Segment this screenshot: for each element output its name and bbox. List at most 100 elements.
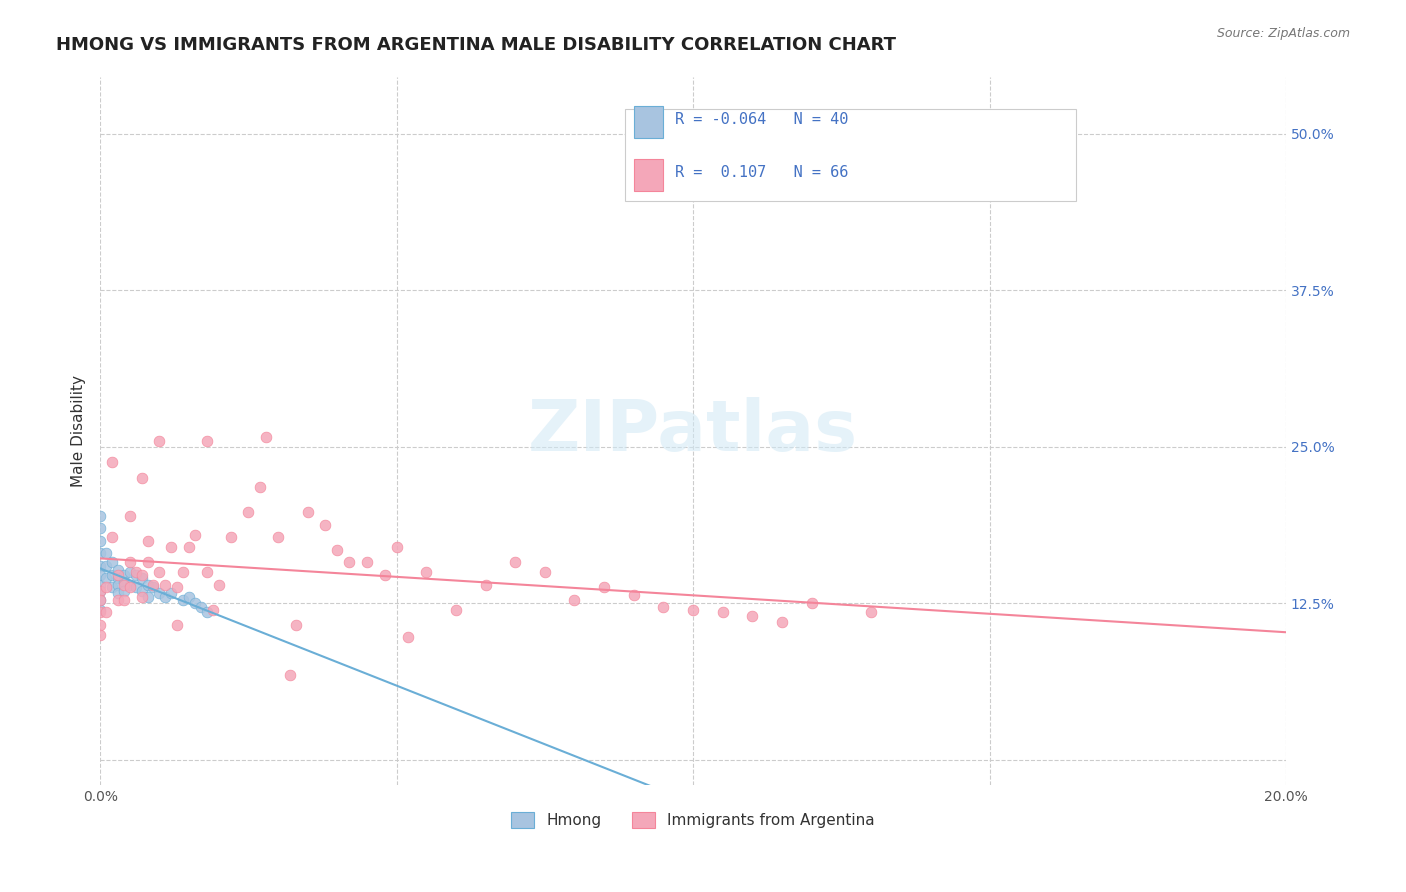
Point	[398, 630, 420, 644]
Point	[107, 563, 129, 577]
Point	[94, 546, 117, 560]
Point	[155, 577, 177, 591]
Point	[177, 591, 200, 605]
Point	[172, 565, 194, 579]
Point	[101, 455, 124, 469]
Point	[136, 533, 159, 548]
Point	[155, 591, 177, 605]
Point	[254, 430, 277, 444]
Point	[118, 580, 141, 594]
Point	[356, 555, 378, 569]
Point	[238, 505, 260, 519]
Point	[160, 540, 183, 554]
Point	[166, 580, 188, 594]
Point	[374, 567, 396, 582]
Point	[770, 615, 793, 630]
Point	[118, 555, 141, 569]
Point	[89, 605, 111, 619]
Point	[101, 530, 124, 544]
Point	[682, 603, 704, 617]
Point	[131, 471, 153, 485]
Point	[89, 617, 111, 632]
Point	[859, 605, 882, 619]
Point	[107, 592, 129, 607]
Point	[89, 584, 111, 599]
Point	[125, 580, 148, 594]
Text: R =  0.107   N = 66: R = 0.107 N = 66	[675, 166, 849, 180]
Point	[112, 584, 135, 599]
FancyBboxPatch shape	[626, 110, 1076, 202]
Point	[118, 577, 141, 591]
Point	[184, 527, 207, 541]
FancyBboxPatch shape	[634, 106, 664, 137]
Point	[94, 580, 117, 594]
Point	[184, 597, 207, 611]
Point	[415, 565, 437, 579]
Point	[101, 567, 124, 582]
Point	[208, 577, 231, 591]
Point	[112, 567, 135, 582]
Point	[89, 628, 111, 642]
Point	[136, 577, 159, 591]
Point	[125, 567, 148, 582]
Point	[385, 540, 408, 554]
Text: HMONG VS IMMIGRANTS FROM ARGENTINA MALE DISABILITY CORRELATION CHART: HMONG VS IMMIGRANTS FROM ARGENTINA MALE …	[56, 36, 896, 54]
Point	[131, 591, 153, 605]
Point	[131, 584, 153, 599]
Point	[131, 571, 153, 585]
Point	[142, 580, 165, 594]
Point	[101, 580, 124, 594]
Point	[297, 505, 319, 519]
Point	[148, 434, 170, 448]
Point	[177, 540, 200, 554]
Point	[94, 571, 117, 585]
Point	[107, 571, 129, 585]
Point	[112, 575, 135, 590]
Point	[800, 597, 823, 611]
Point	[474, 577, 496, 591]
Point	[249, 480, 271, 494]
Point	[148, 586, 170, 600]
Point	[112, 592, 135, 607]
Point	[503, 555, 526, 569]
Point	[89, 546, 111, 560]
Point	[89, 567, 111, 582]
Point	[118, 565, 141, 579]
Point	[444, 603, 467, 617]
Point	[711, 605, 734, 619]
Point	[142, 577, 165, 591]
Point	[118, 508, 141, 523]
Point	[326, 542, 349, 557]
Point	[267, 530, 290, 544]
Point	[112, 577, 135, 591]
Point	[89, 577, 111, 591]
Point	[278, 668, 301, 682]
Point	[89, 603, 111, 617]
Point	[195, 434, 218, 448]
Text: Source: ZipAtlas.com: Source: ZipAtlas.com	[1216, 27, 1350, 40]
Point	[89, 592, 111, 607]
Point	[201, 603, 224, 617]
Point	[166, 617, 188, 632]
Text: R = -0.064   N = 40: R = -0.064 N = 40	[675, 112, 849, 128]
Point	[652, 600, 675, 615]
Point	[534, 565, 557, 579]
Point	[89, 558, 111, 573]
Point	[94, 558, 117, 573]
Point	[593, 580, 616, 594]
Point	[107, 586, 129, 600]
Point	[337, 555, 360, 569]
Point	[131, 567, 153, 582]
Point	[107, 577, 129, 591]
Point	[195, 605, 218, 619]
Point	[125, 565, 148, 579]
Point	[564, 592, 586, 607]
Point	[160, 586, 183, 600]
Point	[190, 600, 212, 615]
Point	[314, 517, 336, 532]
Point	[101, 555, 124, 569]
Point	[89, 508, 111, 523]
Y-axis label: Male Disability: Male Disability	[72, 376, 86, 487]
Legend: Hmong, Immigrants from Argentina: Hmong, Immigrants from Argentina	[505, 805, 882, 834]
FancyBboxPatch shape	[634, 159, 664, 191]
